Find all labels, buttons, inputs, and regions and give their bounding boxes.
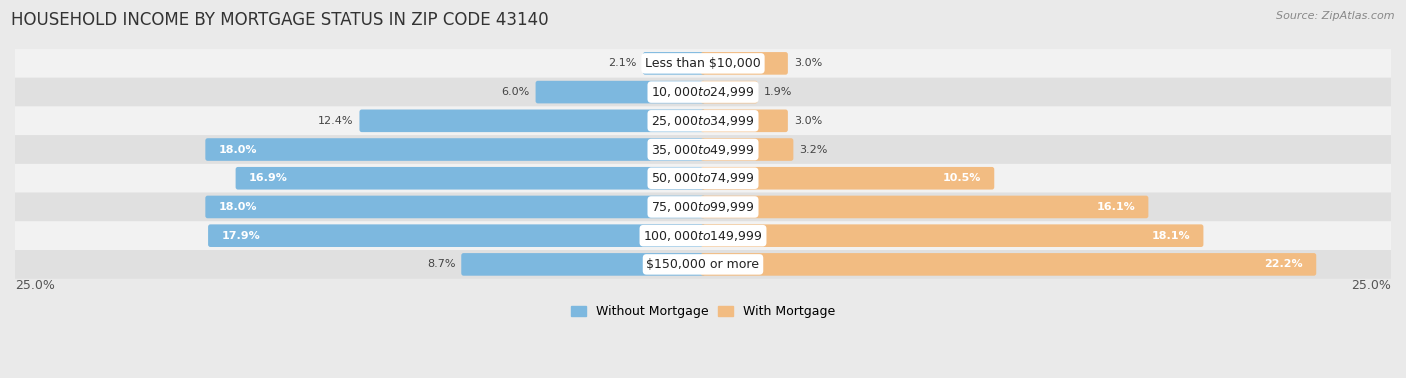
Text: 18.1%: 18.1% [1152,231,1189,241]
Text: 25.0%: 25.0% [15,279,55,292]
Text: 10.5%: 10.5% [942,173,981,183]
FancyBboxPatch shape [15,135,1391,164]
Text: $35,000 to $49,999: $35,000 to $49,999 [651,143,755,156]
FancyBboxPatch shape [700,225,1204,247]
Text: $50,000 to $74,999: $50,000 to $74,999 [651,171,755,185]
Text: 2.1%: 2.1% [609,58,637,68]
FancyBboxPatch shape [205,138,706,161]
Text: Less than $10,000: Less than $10,000 [645,57,761,70]
Text: 12.4%: 12.4% [318,116,353,126]
FancyBboxPatch shape [15,78,1391,107]
Text: Source: ZipAtlas.com: Source: ZipAtlas.com [1277,11,1395,21]
FancyBboxPatch shape [700,81,758,104]
Text: 16.1%: 16.1% [1097,202,1135,212]
Text: $150,000 or more: $150,000 or more [647,258,759,271]
FancyBboxPatch shape [15,193,1391,222]
Text: 17.9%: 17.9% [221,231,260,241]
FancyBboxPatch shape [15,107,1391,135]
FancyBboxPatch shape [643,52,706,75]
Text: 18.0%: 18.0% [219,144,257,155]
FancyBboxPatch shape [360,110,706,132]
FancyBboxPatch shape [15,222,1391,250]
Text: 16.9%: 16.9% [249,173,288,183]
FancyBboxPatch shape [700,167,994,189]
Text: 3.0%: 3.0% [794,58,823,68]
FancyBboxPatch shape [236,167,706,189]
FancyBboxPatch shape [536,81,706,104]
FancyBboxPatch shape [700,110,787,132]
FancyBboxPatch shape [461,253,706,276]
FancyBboxPatch shape [15,49,1391,78]
Text: 3.2%: 3.2% [800,144,828,155]
Text: 3.0%: 3.0% [794,116,823,126]
Text: 6.0%: 6.0% [502,87,530,97]
Text: HOUSEHOLD INCOME BY MORTGAGE STATUS IN ZIP CODE 43140: HOUSEHOLD INCOME BY MORTGAGE STATUS IN Z… [11,11,548,29]
Text: $100,000 to $149,999: $100,000 to $149,999 [644,229,762,243]
Text: 22.2%: 22.2% [1264,259,1303,270]
Text: 8.7%: 8.7% [427,259,456,270]
FancyBboxPatch shape [700,196,1149,218]
Legend: Without Mortgage, With Mortgage: Without Mortgage, With Mortgage [565,300,841,323]
Text: $25,000 to $34,999: $25,000 to $34,999 [651,114,755,128]
Text: 1.9%: 1.9% [763,87,792,97]
Text: 25.0%: 25.0% [1351,279,1391,292]
Text: $10,000 to $24,999: $10,000 to $24,999 [651,85,755,99]
FancyBboxPatch shape [208,225,706,247]
FancyBboxPatch shape [700,52,787,75]
Text: 18.0%: 18.0% [219,202,257,212]
FancyBboxPatch shape [15,250,1391,279]
FancyBboxPatch shape [15,164,1391,193]
FancyBboxPatch shape [205,196,706,218]
Text: $75,000 to $99,999: $75,000 to $99,999 [651,200,755,214]
FancyBboxPatch shape [700,253,1316,276]
FancyBboxPatch shape [700,138,793,161]
